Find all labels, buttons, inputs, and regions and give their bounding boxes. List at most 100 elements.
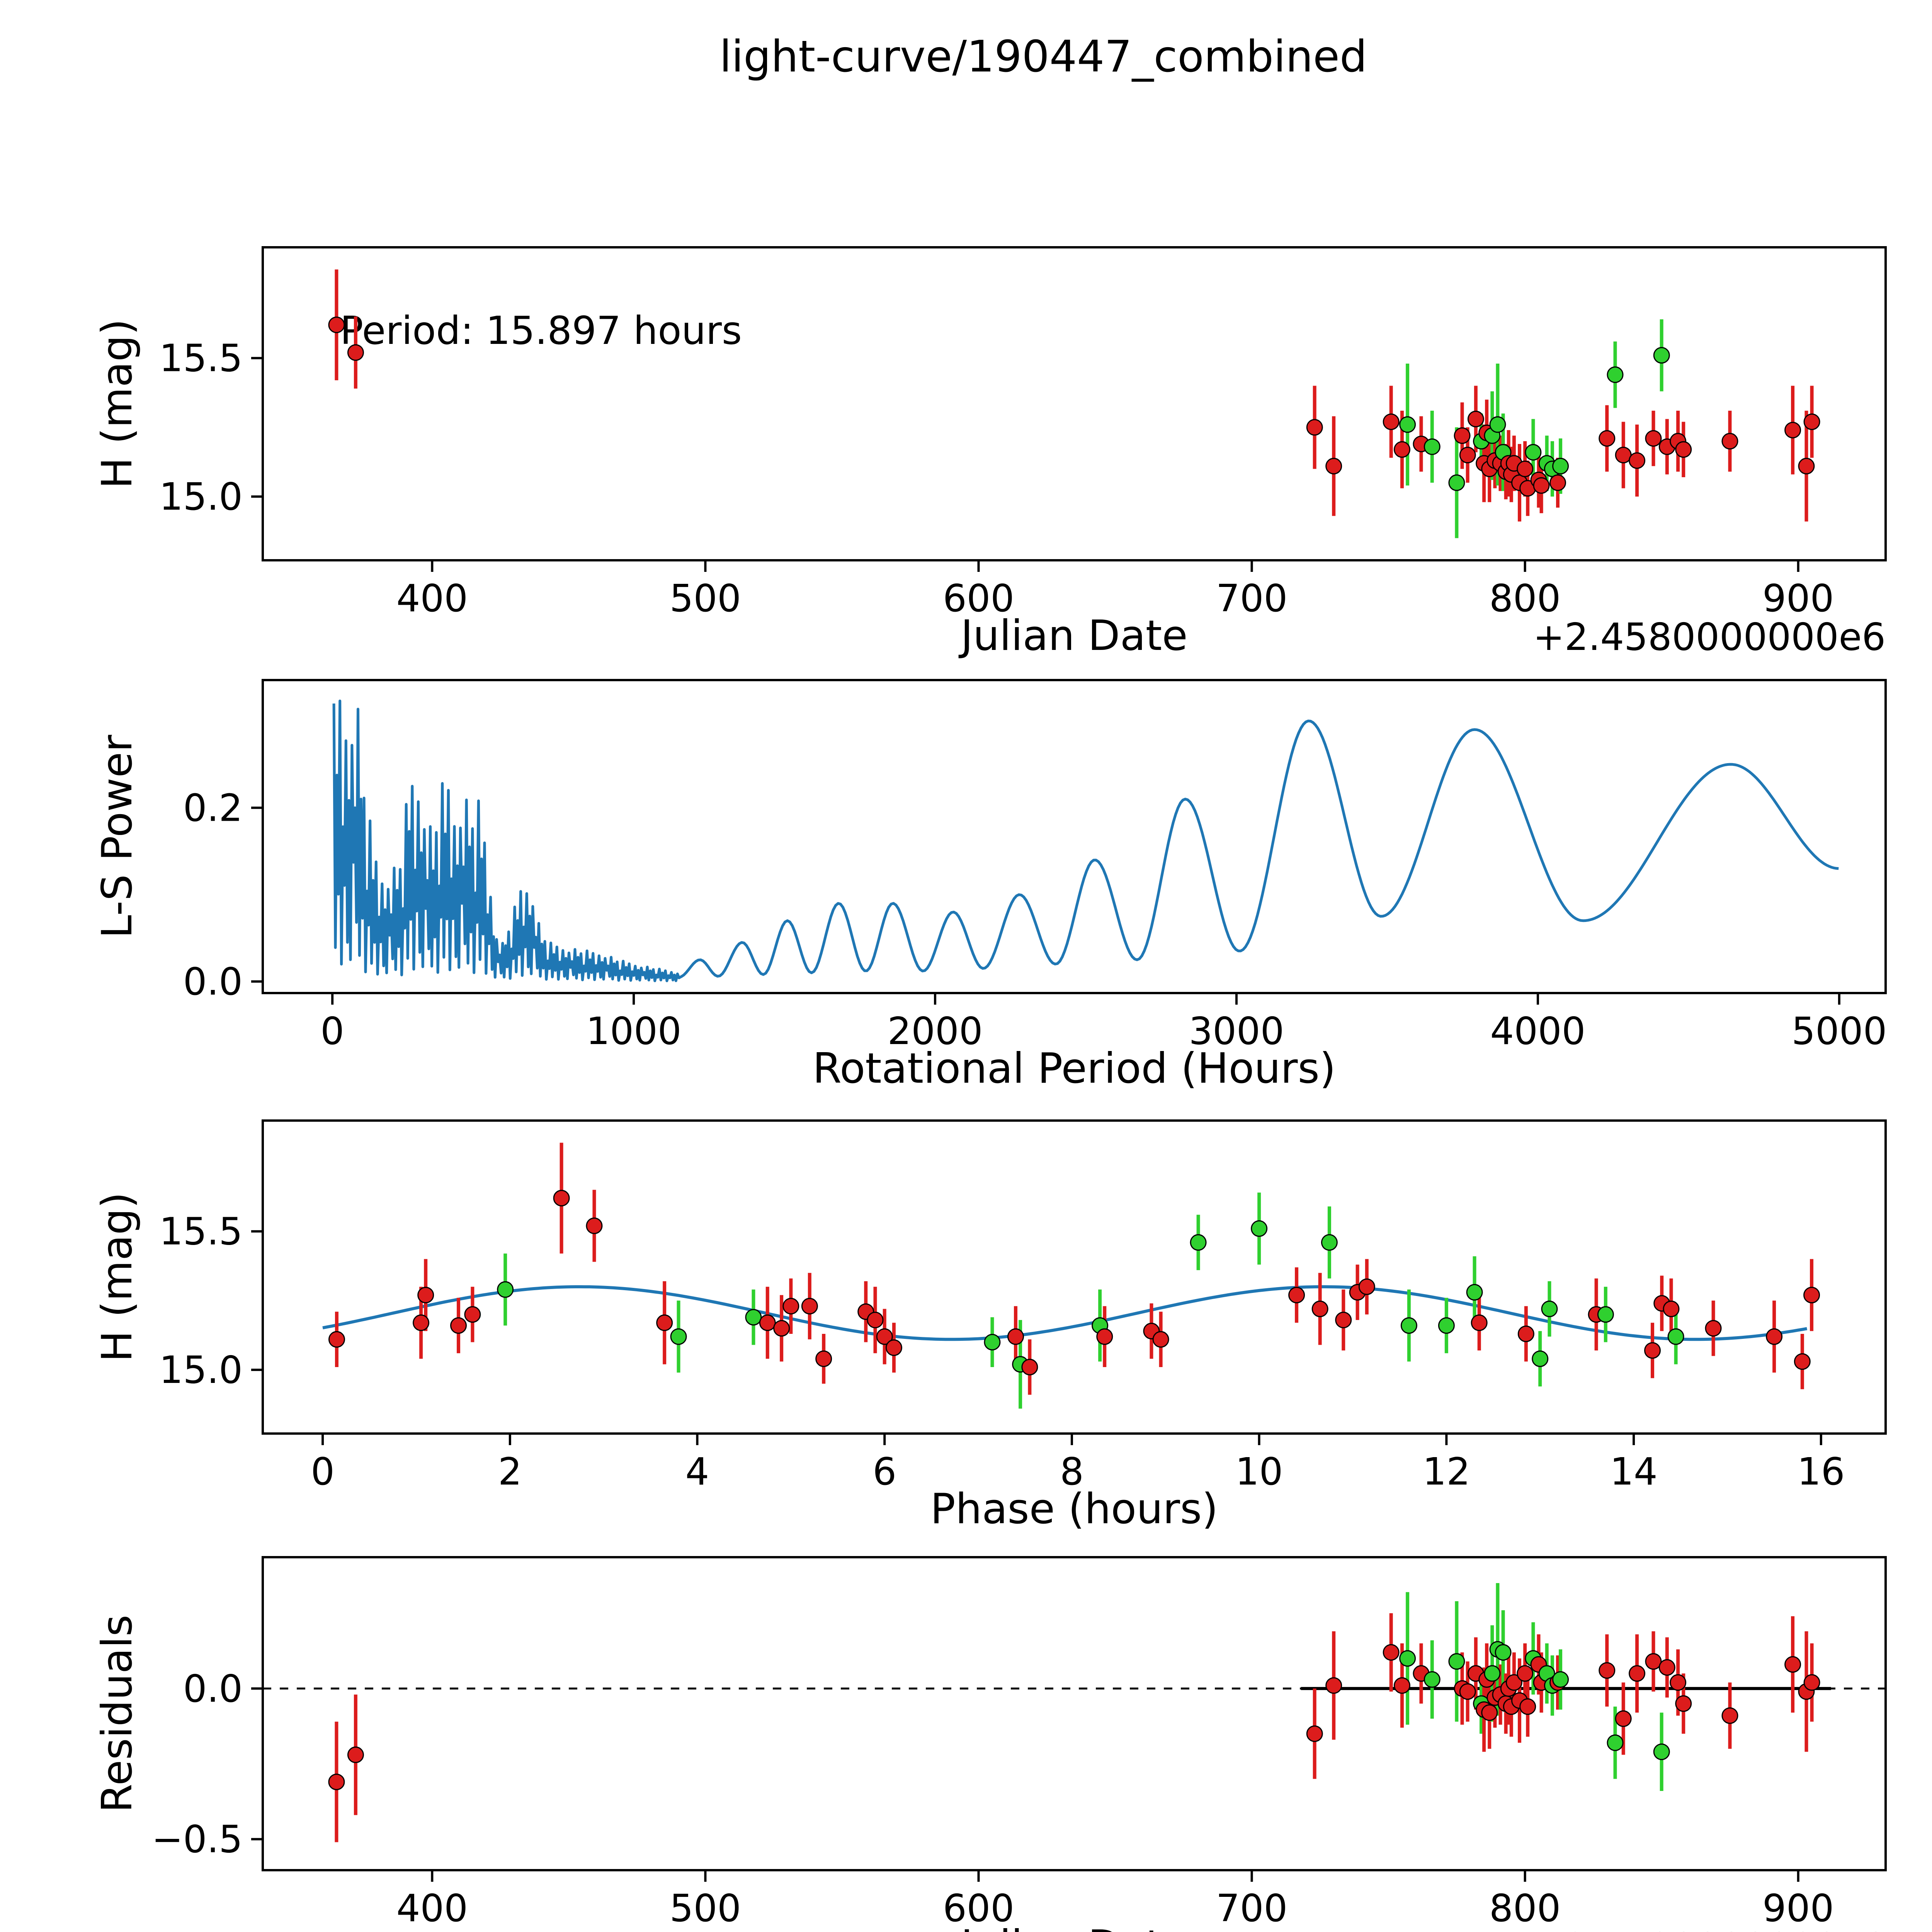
data-point (984, 1333, 1001, 1350)
y-tick-label: −0.5 (151, 1818, 243, 1861)
data-point (1438, 1317, 1455, 1334)
data-point (1549, 474, 1566, 491)
x-tick-label: 5000 (1791, 1009, 1887, 1053)
data-point (1311, 1300, 1328, 1317)
data-point (1525, 444, 1542, 461)
data-point (1599, 430, 1616, 447)
data-point (782, 1298, 799, 1315)
data-point (1629, 452, 1646, 469)
data-point (1325, 457, 1342, 474)
x-axis-label-jd-bottom: Julian Date (958, 1922, 1187, 1932)
data-point (1383, 413, 1400, 430)
data-point (413, 1314, 430, 1331)
data-point (1532, 1350, 1549, 1367)
x-tick-label: 2 (498, 1450, 522, 1493)
data-point (656, 1314, 673, 1331)
data-point (1481, 1704, 1498, 1721)
panel-hmag_vs_jd: 400 500 600 700 800 900 15.0 15.5 (159, 246, 1887, 620)
data-point (464, 1306, 481, 1323)
data-point (1784, 422, 1801, 439)
data-point (1325, 1677, 1342, 1694)
data-point (1251, 1220, 1268, 1237)
data-point (1423, 1671, 1440, 1688)
data-point (1383, 1644, 1400, 1661)
data-point (1599, 1662, 1616, 1679)
x-axis-offset-bottom: +2.4580000000e6 (1533, 1925, 1886, 1932)
data-point (1803, 1287, 1820, 1304)
data-point (1358, 1278, 1375, 1295)
data-point (1721, 433, 1738, 450)
y-tick-label: 15.5 (159, 337, 243, 380)
data-point (347, 344, 364, 361)
data-point (450, 1317, 467, 1334)
y-axis-label-residuals: Residuals (93, 1615, 141, 1813)
data-point (1393, 1677, 1410, 1694)
data-point (1597, 1306, 1614, 1323)
data-point (1653, 347, 1670, 364)
panel-residuals: 400 500 600 700 800 900 −0.5 0.0 (151, 1556, 1887, 1930)
data-point (1152, 1331, 1169, 1348)
data-point (670, 1328, 687, 1345)
y-axis-label-power: L-S Power (93, 735, 141, 938)
periodogram-line (332, 699, 1839, 982)
data-point (1399, 416, 1416, 433)
data-point (1495, 1644, 1512, 1661)
y-tick-label: 15.0 (159, 1348, 243, 1392)
data-point (417, 1287, 434, 1304)
x-tick-label: 800 (1489, 1886, 1561, 1930)
x-tick-label: 4 (685, 1450, 709, 1493)
panel-phase_curve: 0 2 4 6 8 10 12 14 16 15.0 15.5 (159, 1119, 1887, 1493)
y-tick-label: 0.2 (183, 786, 243, 830)
y-tick-label: 15.5 (159, 1210, 243, 1253)
x-tick-label: 8 (1060, 1450, 1084, 1493)
x-tick-label: 500 (670, 1886, 741, 1930)
x-tick-label: 700 (1216, 577, 1287, 620)
data-point (1653, 1743, 1670, 1760)
data-point (1467, 410, 1484, 427)
data-point (1288, 1287, 1305, 1304)
data-point (1663, 1300, 1680, 1317)
data-point (1448, 474, 1465, 491)
x-tick-label: 2000 (888, 1009, 983, 1053)
data-point (801, 1298, 818, 1315)
x-tick-label: 14 (1610, 1450, 1657, 1493)
x-axis-label-jd-top: Julian Date (958, 612, 1187, 660)
data-point (497, 1281, 514, 1298)
data-point (1803, 1674, 1820, 1691)
data-point (1489, 416, 1506, 433)
data-point (1615, 1710, 1632, 1727)
x-tick-label: 900 (1762, 1886, 1834, 1930)
data-point (815, 1350, 832, 1367)
data-point (1306, 1725, 1323, 1742)
data-point (328, 1774, 345, 1791)
data-point (1533, 477, 1550, 494)
data-point (1459, 1683, 1476, 1700)
data-point (1471, 1314, 1488, 1331)
data-point (1393, 441, 1410, 458)
data-point (1794, 1353, 1811, 1370)
data-point (1766, 1328, 1783, 1345)
data-point (1541, 1300, 1558, 1317)
data-point (1784, 1656, 1801, 1673)
data-point (1466, 1284, 1483, 1301)
data-point (885, 1339, 902, 1356)
y-axis-label-hmag-top: H (mag) (93, 319, 141, 489)
data-point (773, 1320, 790, 1337)
y-tick-label: 0.0 (183, 960, 243, 1003)
data-point (586, 1217, 603, 1234)
data-point (1552, 457, 1569, 474)
data-point (1484, 1665, 1501, 1682)
x-tick-label: 16 (1797, 1450, 1845, 1493)
data-point (1400, 1317, 1417, 1334)
data-point (1519, 1698, 1536, 1715)
x-tick-label: 800 (1489, 577, 1561, 620)
y-axis-label-hmag-phase: H (mag) (93, 1192, 141, 1362)
data-point (1607, 1734, 1624, 1751)
data-point (1399, 1650, 1416, 1667)
data-point (876, 1328, 893, 1345)
data-point (1007, 1328, 1024, 1345)
x-axis-offset-top: +2.4580000000e6 (1533, 615, 1886, 659)
data-point (1552, 1671, 1569, 1688)
data-point (1517, 1665, 1534, 1682)
